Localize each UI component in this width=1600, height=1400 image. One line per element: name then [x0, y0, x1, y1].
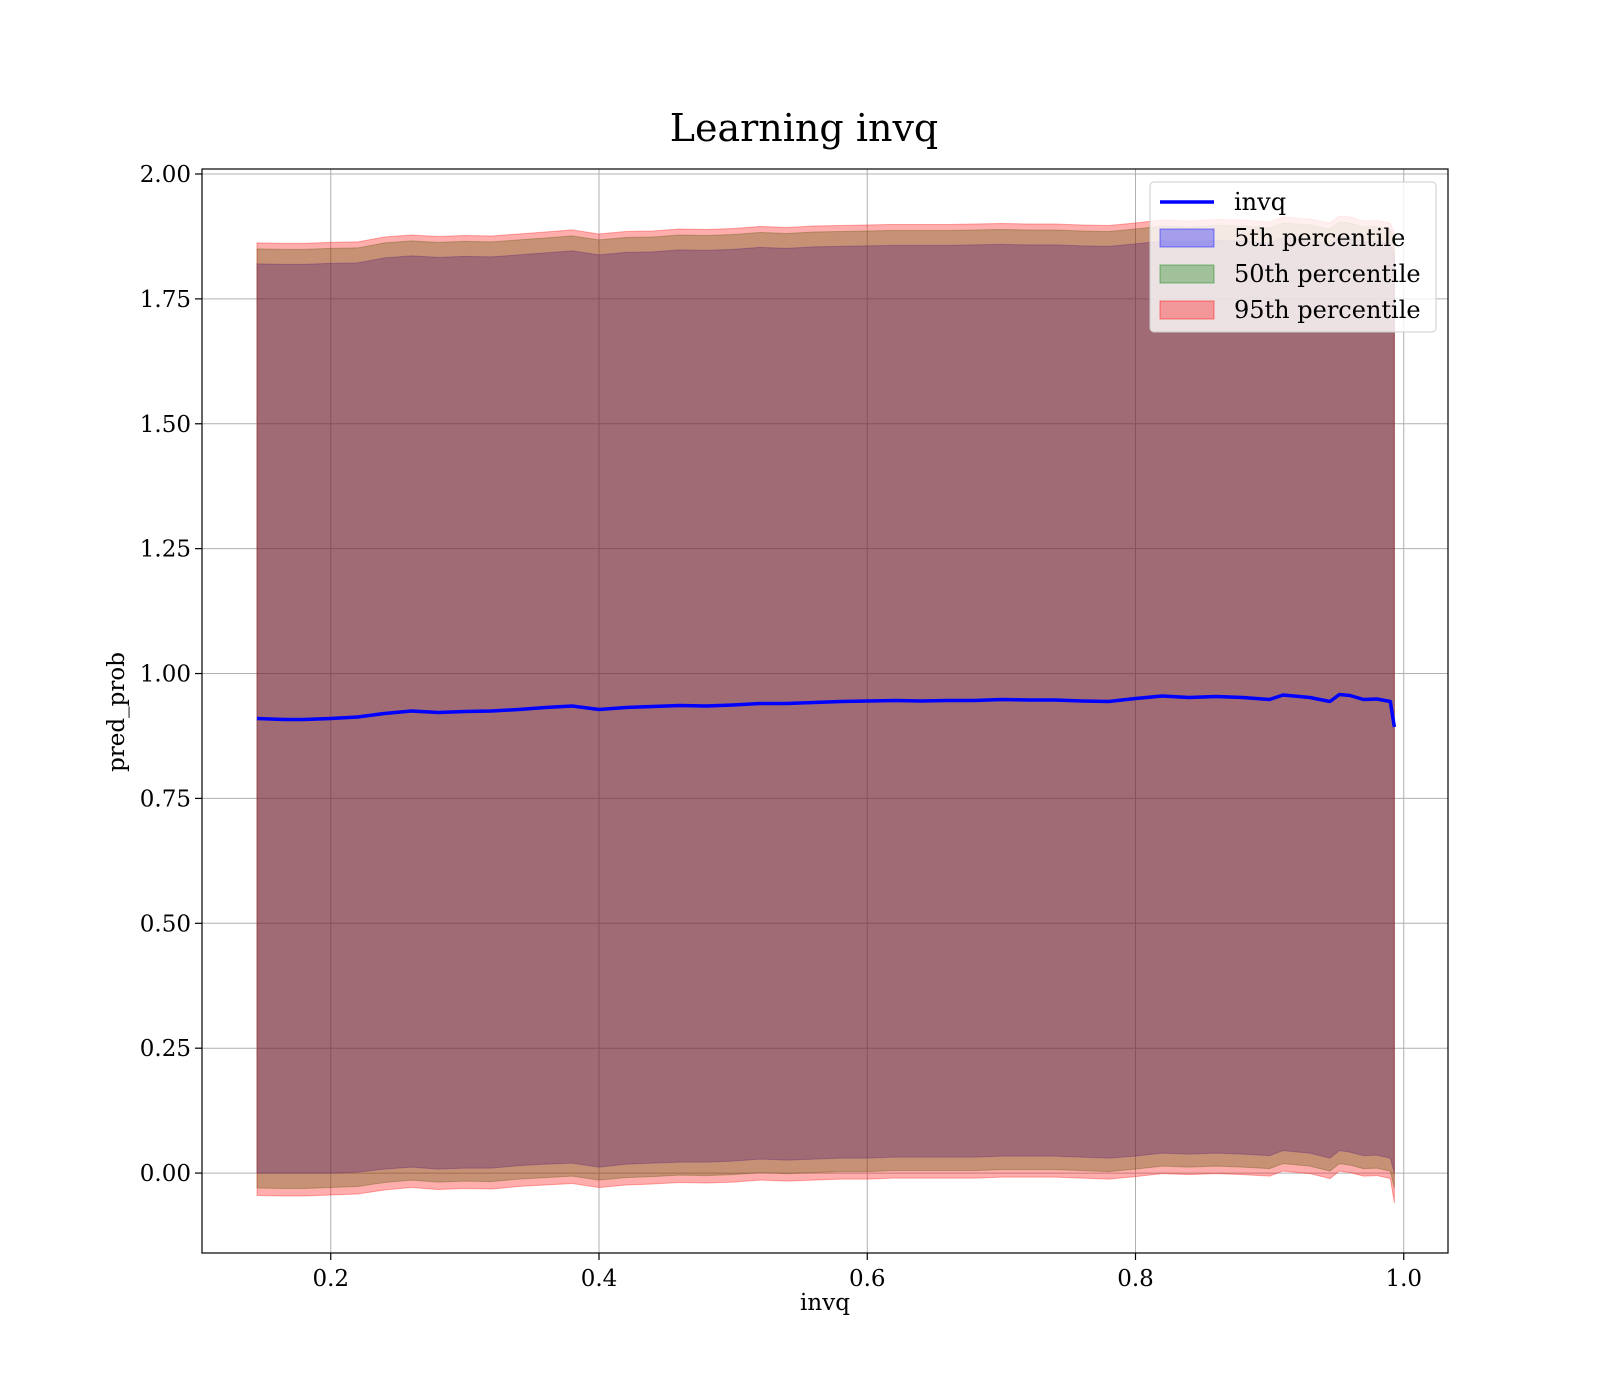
- legend-swatch-5th-percentile: [1159, 228, 1215, 248]
- x-axis-ticks: 0.2 0.4 0.6 0.8 1.0: [312, 1253, 1422, 1292]
- plot-frame: [201, 168, 1449, 1254]
- x-tick-label: 1.0: [1385, 1266, 1422, 1292]
- y-axis-label: pred_prob: [104, 652, 130, 772]
- legend-label-50th-percentile: 50th percentile: [1234, 260, 1421, 288]
- series-line-invq: [256, 692, 1397, 728]
- y-tick-label: 1.25: [140, 537, 191, 563]
- band-95th-percentile: [256, 215, 1395, 1204]
- band-50th-percentile: [256, 221, 1395, 1190]
- y-axis-ticks: 0.00 0.25 0.50 0.75 1.00 1.25 1.50 1.75 2.00: [140, 162, 202, 1187]
- y-tick-label: 1.50: [140, 412, 191, 438]
- y-tick-label: 1.00: [140, 662, 191, 688]
- legend-label-invq: invq: [1234, 188, 1286, 216]
- x-tick-label: 0.6: [849, 1266, 886, 1292]
- band-5th-percentile: [256, 236, 1395, 1174]
- y-tick-label: 2.00: [140, 162, 191, 188]
- legend: invq 5th percentile 50th percentile 95th pe…: [1149, 181, 1437, 333]
- legend-label-5th-percentile: 5th percentile: [1234, 224, 1405, 252]
- x-tick-label: 0.8: [1117, 1266, 1154, 1292]
- legend-swatch-95th-percentile: [1159, 300, 1215, 320]
- legend-box: [1149, 181, 1437, 333]
- series-lines: [256, 692, 1397, 728]
- y-tick-label: 0.25: [140, 1036, 191, 1062]
- legend-swatch-50th-percentile: [1159, 264, 1215, 284]
- percentile-bands: [256, 215, 1395, 1204]
- y-tick-label: 0.50: [140, 911, 191, 937]
- y-tick-label: 1.75: [140, 287, 191, 313]
- x-tick-label: 0.2: [312, 1266, 349, 1292]
- chart-title: Learning invq: [670, 106, 938, 150]
- legend-label-95th-percentile: 95th percentile: [1234, 296, 1421, 324]
- y-tick-label: 0.75: [140, 786, 191, 812]
- x-tick-label: 0.4: [581, 1266, 618, 1292]
- y-tick-label: 0.00: [140, 1161, 191, 1187]
- x-axis-label: invq: [800, 1290, 850, 1316]
